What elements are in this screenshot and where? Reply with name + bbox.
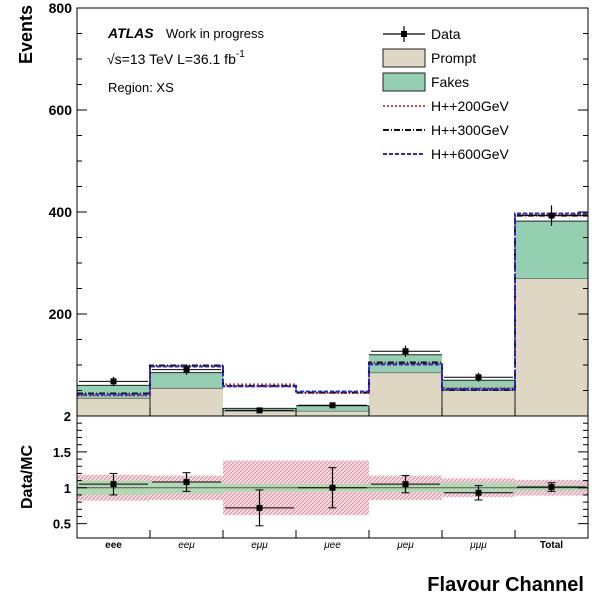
y-tick-label-800: 800: [49, 0, 73, 16]
ratio-point-2: [256, 504, 263, 511]
bar-prompt-5: [442, 390, 515, 416]
ratio-point-6: [548, 484, 555, 491]
category-label-2: eμμ: [251, 540, 268, 551]
bar-prompt-4: [369, 372, 442, 416]
signal-line-1: [77, 214, 588, 395]
data-point-1: [183, 366, 190, 373]
ratio-y-axis-title: Data/MC: [19, 445, 36, 509]
y-tick-label-200: 200: [49, 306, 73, 322]
bar-fakes-6: [515, 221, 588, 279]
ratio-point-3: [329, 484, 336, 491]
bar-fakes-1: [150, 372, 223, 388]
signal-line-2: [77, 212, 588, 396]
bar-prompt-6: [515, 278, 588, 416]
bar-fakes-5: [442, 380, 515, 391]
category-label-3: μee: [323, 540, 341, 551]
legend-label-2: Fakes: [431, 74, 469, 90]
bar-prompt-3: [296, 410, 369, 416]
legend-label-0: Data: [431, 26, 461, 42]
data-point-5: [475, 374, 482, 381]
legend-marker-data-dot: [401, 31, 407, 37]
x-axis-title: Flavour Channel: [427, 574, 584, 596]
legend-label-3: H++200GeV: [431, 98, 509, 114]
ratio-tick-label-1: 1: [64, 481, 71, 496]
atlas-label: ATLAS: [107, 25, 154, 41]
y-tick-label-600: 600: [49, 102, 73, 118]
ratio-tick-label-3: 2: [64, 409, 71, 424]
legend-marker-prompt: [382, 48, 426, 68]
data-point-3: [329, 402, 336, 409]
region-label: Region: XS: [108, 80, 174, 95]
bar-prompt-2: [223, 410, 296, 416]
legend-label-1: Prompt: [431, 50, 476, 66]
bar-prompt-1: [150, 387, 223, 416]
data-point-6: [548, 212, 555, 219]
data-point-0: [110, 378, 117, 385]
main-plot-frame: [76, 7, 589, 417]
category-label-5: μμμ: [469, 540, 487, 551]
main-y-axis: 200 400 600 800: [49, 0, 588, 417]
ratio-points-group: [79, 467, 586, 527]
status-label: Work in progress: [166, 26, 265, 41]
category-label-0: eee: [105, 540, 122, 551]
bar-fakes-3: [296, 405, 369, 411]
ratio-y-axis: 0.5 1 1.5 2: [53, 409, 588, 532]
ratio-point-4: [402, 481, 409, 488]
category-label-6: Total: [540, 540, 563, 551]
x-axis: eee eeμ eμμ μee μeμ μμμ Total: [105, 408, 563, 551]
main-plot-border: [76, 7, 589, 417]
bar-prompt-0: [77, 398, 150, 416]
ratio-tick-label-2: 1.5: [53, 445, 71, 460]
category-label-1: eeμ: [178, 540, 195, 551]
legend-label-4: H++300GeV: [431, 122, 509, 138]
ratio-tick-label-0: 0.5: [53, 517, 71, 532]
y-axis-title: Events: [16, 5, 36, 64]
energy-lumi-text: √s=13 TeV L=36.1 fb: [107, 51, 236, 67]
ratio-point-1: [183, 479, 190, 486]
y-tick-label-400: 400: [49, 204, 73, 220]
energy-lumi-superscript: -1: [236, 49, 245, 60]
ratio-point-0: [110, 481, 117, 488]
category-label-4: μeμ: [396, 540, 414, 551]
signal-lines-group: [77, 212, 588, 397]
energy-lumi-label: √s=13 TeV L=36.1 fb-1: [107, 49, 245, 67]
ratio-point-5: [475, 489, 482, 496]
data-point-2: [256, 407, 263, 414]
legend-label-5: H++600GeV: [431, 146, 509, 162]
legend-marker-fakes: [382, 72, 426, 92]
legend: Data Prompt Fakes H++200GeV H++300GeV H++600G…: [382, 26, 509, 162]
data-point-4: [402, 348, 409, 355]
data-points-group: [79, 205, 586, 414]
